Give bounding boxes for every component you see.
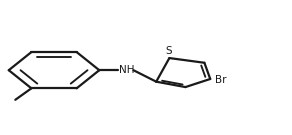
Text: Br: Br bbox=[215, 75, 227, 85]
Text: NH: NH bbox=[119, 65, 135, 75]
Text: S: S bbox=[166, 46, 172, 56]
